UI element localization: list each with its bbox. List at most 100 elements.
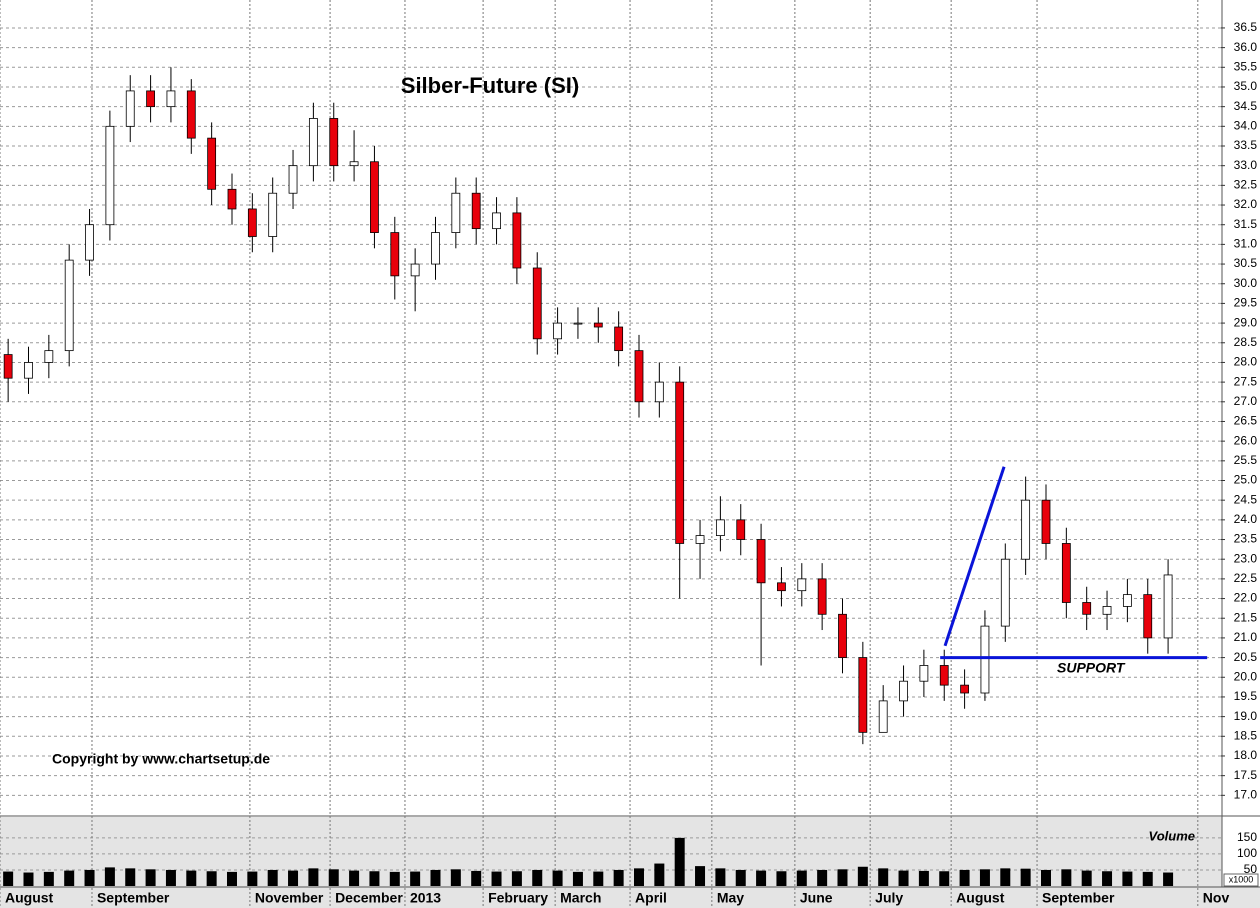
volume-bar — [979, 869, 990, 886]
candle-body — [675, 381, 685, 544]
candle-body — [308, 118, 318, 167]
y-tick-label: 35.0 — [1234, 79, 1258, 93]
volume-bar — [369, 871, 380, 886]
candle-body — [329, 118, 339, 167]
candle-body — [1102, 606, 1112, 615]
x-tick-label: February — [488, 890, 548, 906]
candle-body — [288, 165, 298, 194]
vol-tick-label: 150 — [1237, 830, 1257, 844]
vol-tick-label: 50 — [1244, 862, 1258, 876]
x-tick-label: September — [97, 890, 170, 906]
y-tick-label: 22.0 — [1234, 591, 1258, 605]
candle-body — [512, 212, 522, 269]
y-tick-label: 26.0 — [1234, 433, 1258, 447]
support-label: SUPPORT — [1057, 660, 1126, 676]
x-tick-label: September — [1042, 890, 1115, 906]
candle-body — [715, 519, 725, 536]
y-tick-label: 29.5 — [1234, 296, 1258, 310]
candle-body — [1000, 558, 1010, 627]
volume-bar — [735, 869, 746, 886]
candle-body — [227, 188, 237, 210]
candle-body — [736, 519, 746, 540]
x-tick-label: 2013 — [410, 890, 441, 906]
volume-bar — [776, 871, 787, 886]
candle-body — [756, 539, 766, 584]
volume-bar — [1061, 869, 1072, 886]
candle-body — [593, 322, 603, 328]
y-tick-label: 25.0 — [1234, 473, 1258, 487]
y-tick-label: 31.0 — [1234, 237, 1258, 251]
volume-bar — [308, 868, 319, 886]
volume-panel — [0, 817, 1222, 887]
candle-body — [85, 224, 94, 261]
candle-body — [797, 578, 807, 592]
volume-bar — [206, 871, 217, 886]
volume-bar — [817, 869, 828, 886]
x-tick-label: November — [255, 890, 324, 906]
y-tick-label: 33.5 — [1234, 138, 1258, 152]
volume-bar — [165, 869, 176, 886]
volume-bar — [756, 870, 767, 886]
volume-bar — [23, 872, 34, 886]
volume-bar — [145, 869, 156, 886]
volume-bar — [1163, 872, 1174, 886]
candle-body — [980, 625, 990, 694]
candle-body — [207, 137, 217, 190]
y-tick-label: 19.0 — [1234, 709, 1258, 723]
y-tick-label: 35.5 — [1234, 59, 1258, 73]
volume-bar — [288, 870, 299, 886]
y-tick-label: 32.0 — [1234, 197, 1258, 211]
y-tick-label: 18.0 — [1234, 748, 1258, 762]
volume-bar — [898, 870, 909, 886]
y-tick-label: 28.5 — [1234, 335, 1258, 349]
volume-bar — [64, 870, 75, 886]
y-tick-label: 24.5 — [1234, 492, 1258, 506]
candle-body — [247, 208, 257, 237]
candle-body — [349, 161, 359, 167]
candle-body — [125, 90, 135, 127]
candle-body — [390, 232, 400, 277]
y-tick-label: 17.0 — [1234, 787, 1258, 801]
candle-body — [899, 680, 908, 702]
x-tick-label: December — [335, 890, 403, 906]
x-tick-label: Nov — [1203, 890, 1230, 906]
grid — [0, 0, 1221, 908]
volume-bar — [410, 871, 421, 886]
volume-bar — [959, 869, 970, 886]
y-tick-label: 36.0 — [1234, 40, 1258, 54]
candle-body — [64, 259, 74, 352]
candle-body — [24, 362, 33, 379]
candle-body — [1143, 594, 1153, 639]
candle-body — [858, 657, 868, 733]
candle-body — [878, 700, 888, 733]
volume-bar — [532, 869, 543, 886]
candle-body — [1122, 594, 1132, 607]
volume-bar — [674, 837, 685, 886]
volume-bar — [633, 868, 644, 886]
candle-body — [817, 578, 827, 615]
volume-bar — [328, 869, 339, 886]
y-tick-label: 25.5 — [1234, 453, 1258, 467]
y-tick-label: 33.0 — [1234, 158, 1258, 172]
volume-bar — [226, 871, 237, 886]
volume-label: Volume — [1149, 828, 1195, 843]
volume-bar — [715, 868, 726, 886]
volume-bar — [939, 871, 950, 886]
volume-bar — [125, 868, 136, 886]
candle-body — [166, 90, 176, 108]
candle-body — [960, 684, 969, 694]
y-tick-label: 22.5 — [1234, 571, 1258, 585]
candle-body — [1163, 574, 1173, 639]
y-tick-label: 21.5 — [1234, 610, 1258, 624]
x-tick-label: July — [875, 890, 903, 906]
y-tick-label: 30.5 — [1234, 256, 1258, 270]
volume-bar — [471, 870, 482, 886]
volume-bar — [1040, 869, 1051, 886]
y-tick-label: 28.0 — [1234, 355, 1258, 369]
y-tick-label: 36.5 — [1234, 20, 1258, 34]
marks — [3, 67, 1208, 886]
candle-body — [44, 350, 54, 363]
y-tick-label: 21.0 — [1234, 630, 1258, 644]
candle-body — [268, 192, 278, 237]
